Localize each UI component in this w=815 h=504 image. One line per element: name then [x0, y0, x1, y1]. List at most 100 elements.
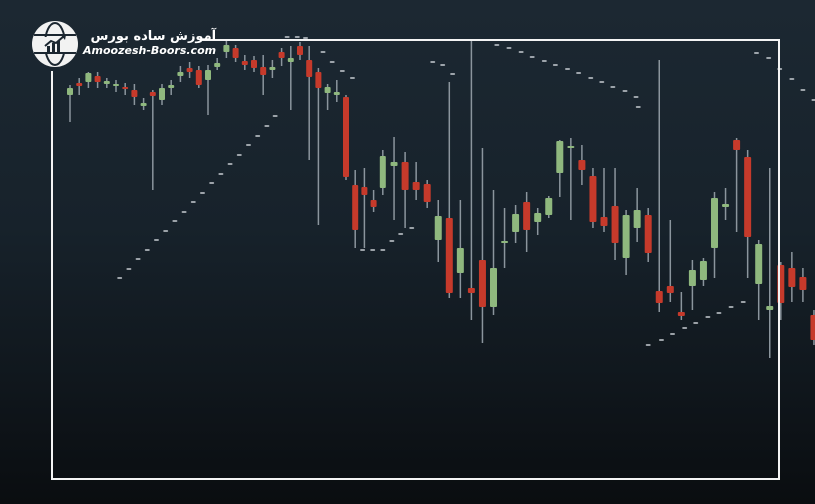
- sar-dot: [126, 268, 132, 270]
- candle-bearish: [412, 162, 420, 200]
- candle-bearish: [655, 60, 663, 312]
- candle-bearish: [523, 192, 531, 252]
- frame-right-border: [778, 39, 780, 480]
- candle-body: [361, 187, 368, 195]
- candle-body: [205, 70, 211, 80]
- candle-bearish: [611, 168, 619, 260]
- candle-body: [799, 277, 807, 290]
- candle-bullish: [633, 188, 641, 242]
- sar-dot: [728, 306, 734, 308]
- sar-dot: [329, 61, 335, 63]
- sar-dot: [144, 249, 150, 251]
- candle-bearish: [677, 292, 685, 320]
- candle-body: [722, 204, 730, 207]
- sar-dot: [645, 344, 651, 346]
- candle-body: [545, 198, 553, 215]
- candle-bullish: [214, 58, 221, 70]
- candle-bearish: [315, 68, 322, 225]
- sar-dot: [272, 115, 278, 117]
- candle-bullish: [722, 188, 730, 220]
- candle-bearish: [578, 145, 586, 185]
- candle-bearish: [600, 168, 608, 232]
- candle-body: [677, 312, 685, 316]
- sar-dot: [349, 77, 355, 79]
- sar-dot: [670, 333, 676, 335]
- sar-dot: [693, 322, 699, 324]
- sar-dot: [811, 99, 815, 101]
- sar-dot: [753, 52, 759, 54]
- candle-bearish: [260, 55, 267, 95]
- sar-dot: [360, 249, 366, 251]
- sar-dot: [494, 44, 500, 46]
- candle-body: [306, 60, 313, 77]
- candle-body: [733, 140, 741, 150]
- candle-bullish: [622, 210, 630, 275]
- candle-bullish: [159, 84, 165, 105]
- sar-dot: [181, 211, 187, 213]
- candle-bullish: [534, 208, 542, 235]
- candle-body: [352, 185, 359, 230]
- candle-body: [434, 216, 442, 240]
- candle-bullish: [113, 80, 119, 92]
- candle-bullish: [556, 140, 564, 197]
- candle-body: [644, 215, 652, 253]
- candle-bearish: [306, 46, 313, 160]
- candle-bearish: [297, 42, 303, 60]
- candle-body: [611, 206, 619, 243]
- candle-body: [379, 156, 386, 188]
- brand-name-fa: آموزش ساده بورس: [90, 29, 217, 45]
- candle-bullish: [177, 66, 184, 82]
- sar-dot: [740, 301, 746, 303]
- frame-bottom-border: [51, 478, 780, 480]
- sar-dot: [199, 192, 205, 194]
- candle-body: [159, 88, 165, 100]
- candle-body: [401, 162, 409, 190]
- sar-dot: [236, 154, 242, 156]
- candle-body: [755, 244, 763, 284]
- candle-body: [214, 63, 221, 67]
- candle-body: [711, 198, 718, 248]
- candle-body: [556, 141, 564, 173]
- candle-bullish: [699, 258, 707, 286]
- candle-bearish: [241, 55, 248, 70]
- sar-dot: [380, 249, 386, 251]
- candle-body: [113, 84, 119, 86]
- candle-body: [343, 97, 349, 177]
- sar-dot: [320, 51, 326, 53]
- sar-dot: [255, 135, 261, 137]
- candle-bullish: [490, 190, 497, 315]
- frame-left-border: [51, 71, 53, 480]
- candle-body: [297, 46, 303, 55]
- candle-body: [512, 214, 520, 232]
- sar-dot: [389, 240, 395, 242]
- frame-top-border: [200, 39, 780, 41]
- brand-site: Amoozesh-Boors.com: [83, 44, 217, 58]
- candle-bullish: [379, 150, 386, 195]
- candle-body: [589, 176, 597, 222]
- sar-dot: [153, 239, 159, 241]
- candle-body: [412, 182, 420, 190]
- brand-logo: آموزش ساده بورس Amoozesh-Boors.com: [32, 21, 216, 67]
- candle-bearish: [478, 148, 486, 343]
- sar-dot: [450, 73, 456, 75]
- candle-body: [600, 217, 608, 226]
- candle-bullish: [545, 196, 553, 218]
- candles-series: [67, 40, 815, 358]
- candle-body: [168, 85, 175, 88]
- sar-dot: [658, 339, 664, 341]
- candle-body: [578, 160, 586, 170]
- candle-body: [131, 90, 138, 97]
- sar-dot: [506, 47, 512, 49]
- sar-dot: [789, 78, 795, 80]
- candle-body: [241, 61, 248, 65]
- sar-dot: [576, 72, 582, 74]
- candle-bullish: [390, 137, 398, 220]
- candle-body: [67, 88, 73, 95]
- candle-bearish: [352, 170, 359, 248]
- candle-body: [370, 200, 377, 207]
- candle-body: [260, 67, 267, 75]
- candle-bullish: [456, 200, 464, 298]
- candle-bearish: [195, 66, 202, 88]
- candle-bullish: [501, 208, 509, 268]
